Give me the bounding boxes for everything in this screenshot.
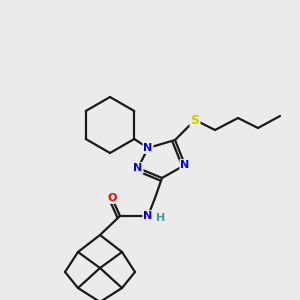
Text: S: S (190, 113, 200, 127)
Text: N: N (143, 143, 153, 153)
Text: N: N (180, 160, 190, 170)
Text: N: N (143, 211, 153, 221)
Text: O: O (107, 193, 117, 203)
Text: N: N (134, 163, 142, 173)
Text: H: H (156, 213, 166, 223)
